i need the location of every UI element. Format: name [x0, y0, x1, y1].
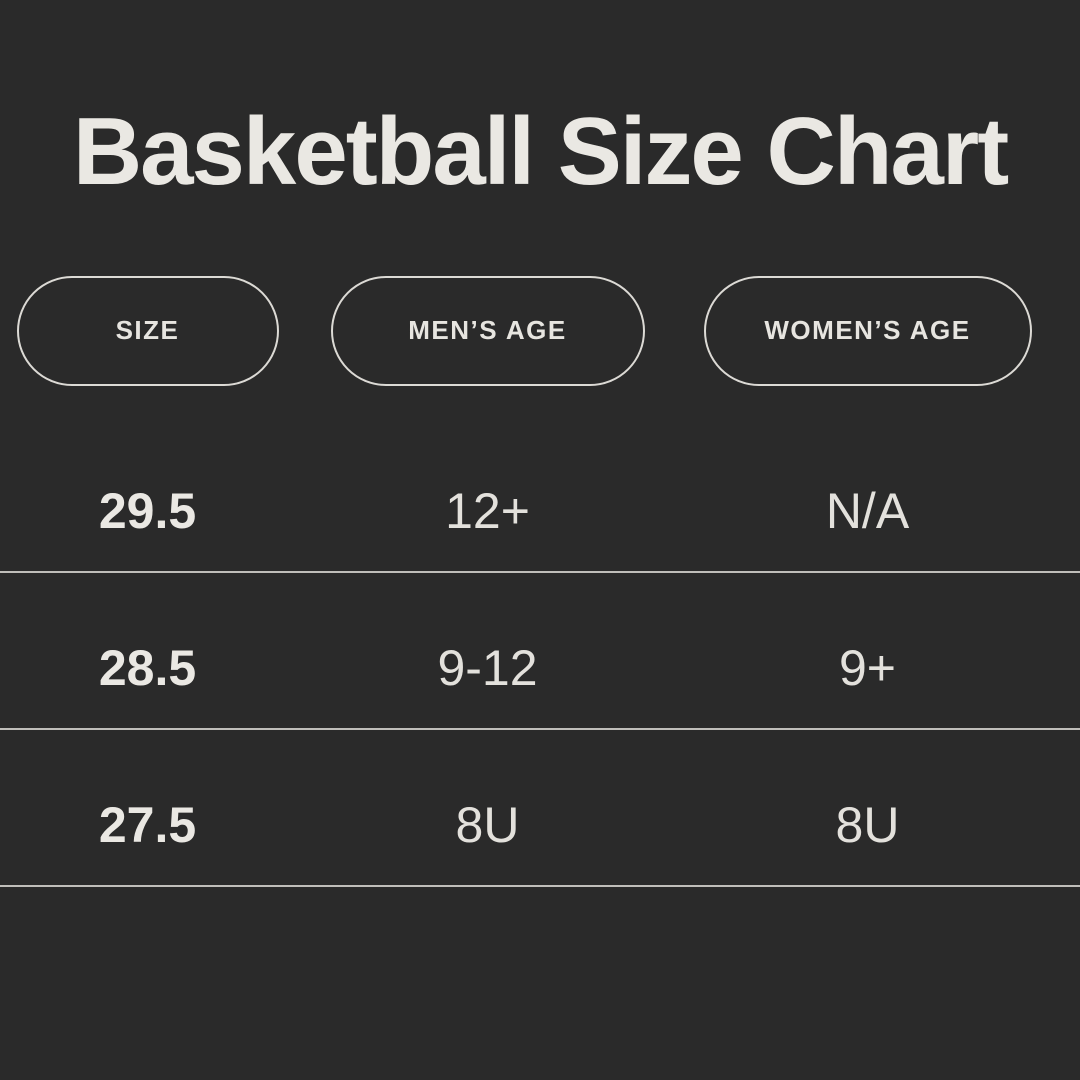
size-table: 29.5 12+ N/A 28.5 9-12 9+ 27.5 8U 8U [0, 416, 1080, 887]
table-row: 27.5 8U 8U [0, 730, 1080, 887]
page-title: Basketball Size Chart [72, 98, 1009, 205]
column-header-row: SIZE MEN’S AGE WOMEN’S AGE [0, 275, 1055, 386]
column-header-pill-mens-age: MEN’S AGE [330, 275, 645, 386]
column-header-pill-size: SIZE [16, 275, 279, 386]
column-header-label-size: SIZE [115, 315, 180, 346]
cell-womens-age: 8U [835, 796, 900, 853]
cell-size: 29.5 [98, 482, 197, 539]
cell-mens-age: 8U [455, 796, 520, 853]
cell-womens-age: 9+ [838, 639, 896, 696]
cell-mens-age: 12+ [445, 482, 530, 539]
cell-size: 28.5 [98, 639, 197, 696]
cell-size: 27.5 [98, 796, 197, 853]
cell-mens-age: 9-12 [437, 639, 538, 696]
column-header-label-womens-age: WOMEN’S AGE [764, 315, 971, 346]
cell-womens-age: N/A [825, 482, 910, 539]
table-row: 29.5 12+ N/A [0, 416, 1080, 573]
table-row: 28.5 9-12 9+ [0, 573, 1080, 730]
column-header-label-mens-age: MEN’S AGE [408, 315, 567, 346]
column-header-pill-womens-age: WOMEN’S AGE [703, 275, 1032, 386]
